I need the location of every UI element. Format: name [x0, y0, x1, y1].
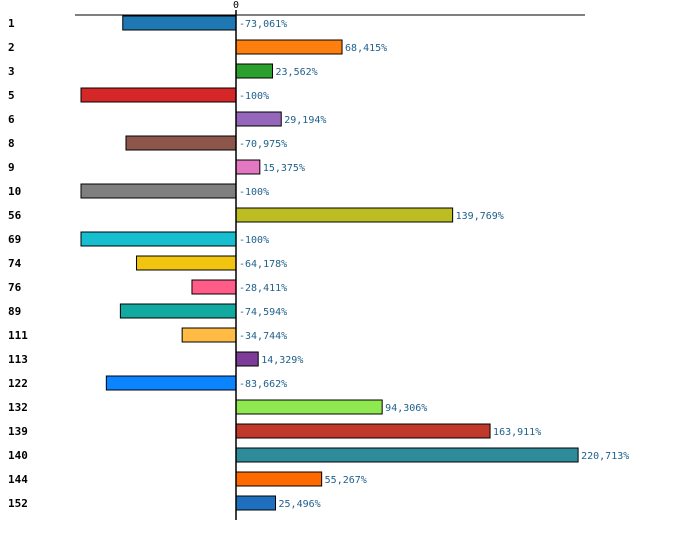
bar-row-2: 2 68,415%	[8, 39, 387, 55]
value-label: -100%	[239, 91, 269, 102]
category-label: 139	[8, 425, 28, 438]
value-label: 68,415%	[345, 43, 387, 54]
bar	[105, 375, 237, 391]
bar-row-10: 10 -100%	[8, 183, 269, 199]
category-label: 2	[8, 41, 15, 54]
value-label: -100%	[239, 235, 269, 246]
bar	[235, 495, 277, 511]
value-label: -73,061%	[239, 19, 287, 30]
bar-row-144: 144 55,267%	[8, 471, 367, 487]
zero-tick-label: 0	[233, 0, 239, 11]
value-label: -28,411%	[239, 283, 287, 294]
bar	[119, 303, 237, 319]
bar-row-111: 111 -34,744%	[8, 327, 287, 343]
bar-row-139: 139 163,911%	[8, 423, 541, 439]
bar-row-152: 152 25,496%	[8, 495, 321, 511]
bar-row-74: 74 -64,178%	[8, 255, 287, 271]
value-label: -83,662%	[239, 379, 287, 390]
bar	[235, 39, 343, 55]
bar	[191, 279, 237, 295]
category-label: 89	[8, 305, 21, 318]
bar-row-8: 8 -70,975%	[8, 135, 287, 151]
bar	[181, 327, 237, 343]
bar	[80, 183, 237, 199]
bar-row-76: 76 -28,411%	[8, 279, 287, 295]
bar	[235, 207, 454, 223]
category-label: 5	[8, 89, 15, 102]
bar-row-56: 56 139,769%	[8, 207, 504, 223]
bar-row-69: 69 -100%	[8, 231, 269, 247]
category-label: 9	[8, 161, 15, 174]
category-label: 10	[8, 185, 21, 198]
value-label: 220,713%	[581, 451, 629, 462]
bar-row-132: 132 94,306%	[8, 399, 427, 415]
bar-row-140: 140 220,713%	[8, 447, 629, 463]
category-label: 56	[8, 209, 22, 222]
category-label: 74	[8, 257, 22, 270]
bar-row-113: 113 14,329%	[8, 351, 303, 367]
value-label: 94,306%	[385, 403, 427, 414]
bar	[122, 15, 237, 31]
value-label: 163,911%	[493, 427, 541, 438]
category-label: 69	[8, 233, 21, 246]
bar-row-1: 1 -73,061%	[8, 15, 287, 31]
value-label: 139,769%	[456, 211, 504, 222]
bar-row-89: 89 -74,594%	[8, 303, 287, 319]
bar-row-3: 3 23,562%	[8, 63, 318, 79]
value-label: -74,594%	[239, 307, 287, 318]
bar	[235, 399, 383, 415]
value-label: 15,375%	[263, 163, 305, 174]
category-label: 113	[8, 353, 28, 366]
bar-row-6: 6 29,194%	[8, 111, 326, 127]
value-label: 29,194%	[284, 115, 326, 126]
bar	[235, 423, 491, 439]
value-label: -34,744%	[239, 331, 287, 342]
value-label: 14,329%	[261, 355, 303, 366]
bars-layer: 1 -73,061% 2 68,415% 3 23,562% 5 -100% 6 29,194% 8…	[8, 15, 629, 511]
category-label: 1	[8, 17, 15, 30]
category-label: 122	[8, 377, 28, 390]
category-label: 3	[8, 65, 15, 78]
bar-row-122: 122 -83,662%	[8, 375, 287, 391]
bar	[235, 351, 259, 367]
category-label: 132	[8, 401, 28, 414]
bar	[136, 255, 237, 271]
value-label: 55,267%	[325, 475, 367, 486]
bar	[235, 471, 323, 487]
value-label: -64,178%	[239, 259, 287, 270]
bar-row-9: 9 15,375%	[8, 159, 305, 175]
bar	[80, 231, 237, 247]
bar	[80, 87, 237, 103]
bar	[125, 135, 237, 151]
category-label: 76	[8, 281, 22, 294]
category-label: 6	[8, 113, 15, 126]
value-label: -70,975%	[239, 139, 287, 150]
value-label: 23,562%	[276, 67, 318, 78]
bar	[235, 159, 261, 175]
bar	[235, 111, 282, 127]
value-label: 25,496%	[279, 499, 321, 510]
category-label: 144	[8, 473, 28, 486]
category-label: 140	[8, 449, 28, 462]
bar-row-5: 5 -100%	[8, 87, 269, 103]
category-label: 8	[8, 137, 15, 150]
category-label: 152	[8, 497, 28, 510]
value-label: -100%	[239, 187, 269, 198]
bar	[235, 63, 274, 79]
category-label: 111	[8, 329, 28, 342]
bar	[235, 447, 579, 463]
